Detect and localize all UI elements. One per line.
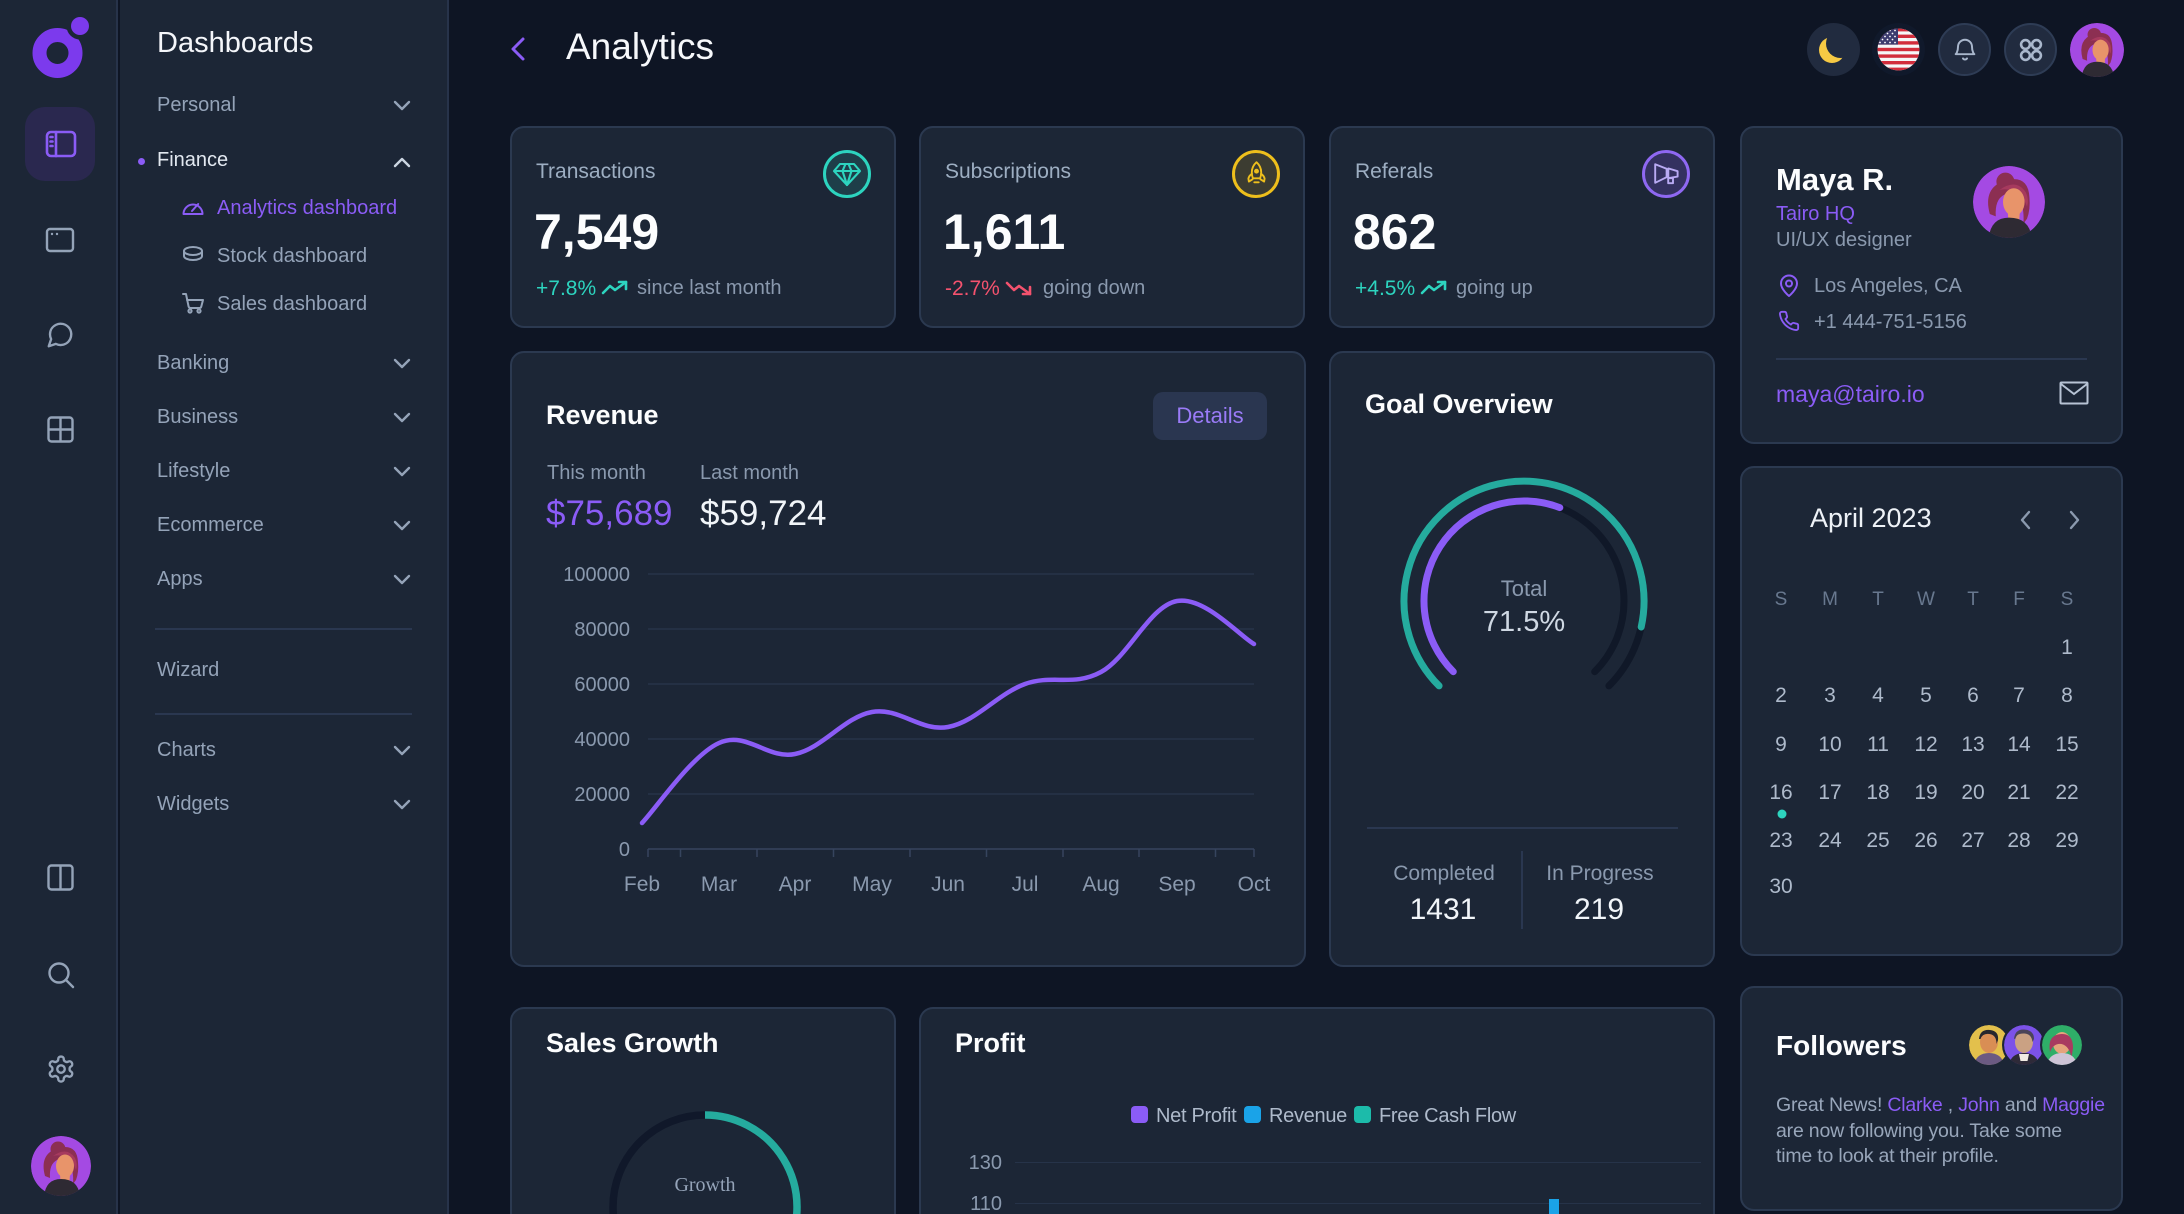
svg-text:6: 6 bbox=[1967, 684, 1979, 707]
svg-text:27: 27 bbox=[1961, 829, 1984, 852]
svg-text:W: W bbox=[1917, 589, 1935, 610]
svg-text:10: 10 bbox=[1818, 733, 1841, 756]
svg-text:S: S bbox=[2061, 589, 2074, 610]
svg-text:11: 11 bbox=[1867, 733, 1889, 756]
svg-text:19: 19 bbox=[1914, 781, 1937, 804]
svg-text:Completed: Completed bbox=[1393, 862, 1495, 885]
svg-text:100000: 100000 bbox=[563, 564, 630, 586]
svg-text:60000: 60000 bbox=[574, 674, 630, 696]
svg-text:Aug: Aug bbox=[1082, 873, 1119, 896]
svg-text:Total: Total bbox=[1501, 576, 1547, 601]
svg-text:12: 12 bbox=[1914, 733, 1937, 756]
svg-text:18: 18 bbox=[1866, 781, 1889, 804]
svg-text:29: 29 bbox=[2055, 829, 2078, 852]
svg-text:1431: 1431 bbox=[1410, 893, 1477, 926]
svg-text:8: 8 bbox=[2061, 684, 2073, 707]
svg-text:Jul: Jul bbox=[1012, 873, 1039, 896]
svg-text:S: S bbox=[1775, 589, 1788, 610]
svg-text:0: 0 bbox=[619, 839, 630, 861]
svg-text:F: F bbox=[2013, 589, 2025, 610]
svg-text:25: 25 bbox=[1866, 829, 1889, 852]
svg-text:20000: 20000 bbox=[574, 784, 630, 806]
svg-text:Oct: Oct bbox=[1238, 873, 1271, 896]
svg-text:71.5%: 71.5% bbox=[1483, 606, 1565, 638]
svg-text:20: 20 bbox=[1961, 781, 1984, 804]
svg-text:40000: 40000 bbox=[574, 729, 630, 751]
svg-text:5: 5 bbox=[1920, 684, 1932, 707]
svg-text:9: 9 bbox=[1775, 733, 1787, 756]
svg-text:Feb: Feb bbox=[624, 873, 660, 896]
svg-text:23: 23 bbox=[1769, 829, 1792, 852]
svg-text:1: 1 bbox=[2061, 636, 2073, 659]
svg-text:T: T bbox=[1872, 589, 1884, 610]
svg-text:M: M bbox=[1822, 589, 1838, 610]
svg-text:21: 21 bbox=[2007, 781, 2030, 804]
svg-text:17: 17 bbox=[1818, 781, 1841, 804]
svg-text:3: 3 bbox=[1824, 684, 1836, 707]
svg-text:65%: 65% bbox=[674, 1210, 736, 1214]
svg-text:Sep: Sep bbox=[1158, 873, 1195, 896]
svg-text:14: 14 bbox=[2007, 733, 2031, 756]
svg-text:May: May bbox=[852, 873, 892, 896]
svg-text:24: 24 bbox=[1818, 829, 1842, 852]
svg-text:80000: 80000 bbox=[574, 619, 630, 641]
svg-text:30: 30 bbox=[1769, 875, 1792, 898]
svg-text:13: 13 bbox=[1961, 733, 1984, 756]
svg-text:26: 26 bbox=[1914, 829, 1937, 852]
svg-text:28: 28 bbox=[2007, 829, 2030, 852]
svg-text:7: 7 bbox=[2013, 684, 2025, 707]
svg-text:In Progress: In Progress bbox=[1546, 862, 1653, 885]
svg-text:Jun: Jun bbox=[931, 873, 965, 896]
svg-text:15: 15 bbox=[2055, 733, 2078, 756]
svg-text:2: 2 bbox=[1775, 684, 1787, 707]
svg-text:4: 4 bbox=[1872, 684, 1884, 707]
svg-text:22: 22 bbox=[2055, 781, 2078, 804]
svg-text:219: 219 bbox=[1574, 893, 1624, 926]
svg-text:16: 16 bbox=[1769, 781, 1792, 804]
svg-text:Mar: Mar bbox=[701, 873, 737, 896]
svg-text:Growth: Growth bbox=[674, 1174, 735, 1196]
svg-text:Apr: Apr bbox=[779, 873, 812, 896]
svg-text:T: T bbox=[1967, 589, 1979, 610]
